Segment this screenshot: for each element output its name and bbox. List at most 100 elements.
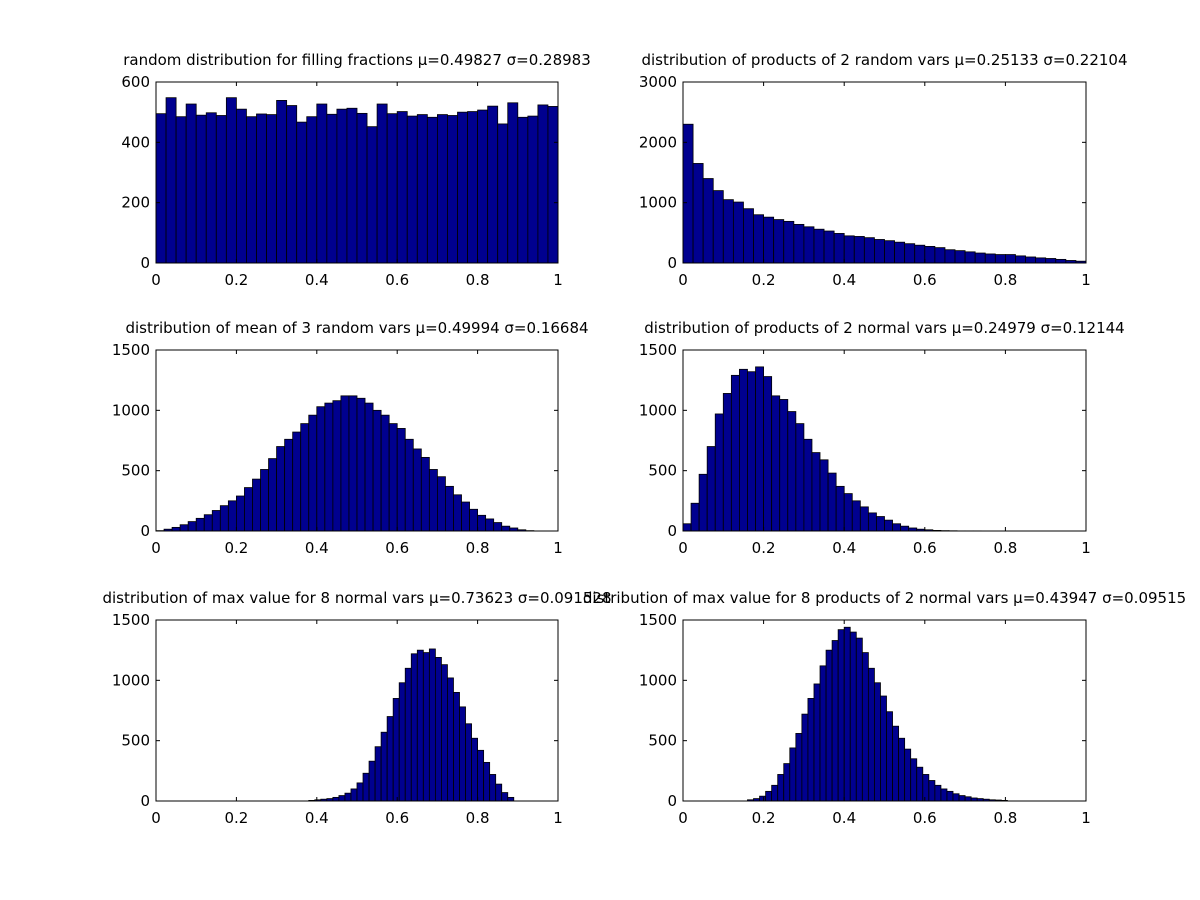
x-tick-label: 0.6 xyxy=(385,539,409,557)
histogram-bar xyxy=(984,253,996,263)
y-tick-label: 1000 xyxy=(112,401,150,419)
histogram-bar xyxy=(175,116,187,263)
histogram-bar xyxy=(396,428,406,531)
histogram-bar xyxy=(471,737,479,801)
histogram-bar xyxy=(374,746,382,801)
y-tick-label: 1500 xyxy=(112,341,150,359)
x-tick-label: 1 xyxy=(553,809,563,827)
histogram-bar xyxy=(777,774,785,801)
y-tick-label: 500 xyxy=(121,462,150,480)
histogram-bar xyxy=(445,485,454,531)
histogram-bar xyxy=(843,626,851,801)
histogram-bar xyxy=(801,713,809,801)
histogram-bar xyxy=(714,413,724,531)
x-tick-label: 0 xyxy=(678,539,688,557)
histogram-bar xyxy=(436,476,446,531)
histogram-bar xyxy=(900,525,910,531)
histogram-bar xyxy=(392,698,400,801)
histogram-bar xyxy=(692,163,704,263)
histogram-bar xyxy=(396,111,408,263)
histogram-bar xyxy=(753,214,765,263)
histogram-bar xyxy=(350,788,358,801)
x-tick-label: 1 xyxy=(1081,539,1091,557)
x-tick-label: 0 xyxy=(678,809,688,827)
histogram-bar xyxy=(316,406,326,531)
histogram-bar xyxy=(260,469,269,531)
histogram-bar xyxy=(537,104,549,263)
x-tick-label: 0.2 xyxy=(752,271,776,289)
x-tick-label: 1 xyxy=(1081,271,1091,289)
histogram-bar xyxy=(256,113,267,263)
histogram-bar xyxy=(461,501,470,531)
histogram-bar xyxy=(426,116,438,263)
histogram-bar xyxy=(356,397,366,531)
histogram-bar xyxy=(495,783,503,801)
histogram-bar xyxy=(501,525,511,531)
histogram-bar xyxy=(892,725,900,801)
histogram-bar xyxy=(467,111,478,263)
histogram-bar xyxy=(380,731,388,801)
histogram-bar xyxy=(922,774,930,801)
chart-title: distribution of products of 2 random var… xyxy=(641,51,1127,69)
histogram-bar xyxy=(366,126,378,263)
histogram-bar xyxy=(225,97,237,263)
histogram-bar xyxy=(422,652,430,801)
histogram-bar xyxy=(292,431,302,531)
x-tick-label: 0.8 xyxy=(993,539,1017,557)
histogram-bar xyxy=(235,495,245,531)
histogram-bar xyxy=(246,116,257,263)
histogram-bar xyxy=(416,649,424,801)
y-tick-label: 200 xyxy=(121,194,150,212)
histogram-bar xyxy=(284,438,294,531)
histogram-bars xyxy=(683,366,982,531)
x-tick-label: 0.6 xyxy=(913,539,937,557)
histogram-bar xyxy=(406,115,418,263)
y-tick-label: 500 xyxy=(121,732,150,750)
histogram-bar xyxy=(884,519,893,531)
subplot-3: 0 0.2 0.4 0.6 0.8 1 0 500 1000 1500 distribution o… xyxy=(112,319,589,557)
histogram-bar xyxy=(793,223,805,263)
histogram-bar xyxy=(1025,256,1037,263)
histogram-bar xyxy=(843,493,853,531)
histogram-bar xyxy=(894,241,906,263)
histogram-bar xyxy=(833,233,845,263)
histogram-bar xyxy=(732,201,744,263)
histogram-bar xyxy=(356,112,368,263)
x-tick-label: 0.4 xyxy=(305,539,329,557)
histogram-bar xyxy=(827,472,837,531)
histogram-bar xyxy=(763,216,775,263)
y-tick-label: 1500 xyxy=(639,341,677,359)
histogram-bar xyxy=(380,414,390,531)
histogram-bar xyxy=(276,100,288,263)
y-tick-label: 0 xyxy=(667,254,677,272)
x-tick-label: 0.4 xyxy=(832,271,856,289)
histogram-bar xyxy=(332,796,340,801)
histogram-bar xyxy=(853,236,865,263)
histogram-bar xyxy=(779,399,789,531)
histogram-bar xyxy=(849,631,857,801)
histogram-bar xyxy=(300,423,310,531)
histogram-bar xyxy=(324,402,334,531)
x-tick-label: 0.8 xyxy=(993,809,1017,827)
histogram-bar xyxy=(420,456,430,531)
histogram-bar xyxy=(974,252,986,263)
histogram-bar xyxy=(1005,254,1016,263)
histogram-bar xyxy=(434,657,442,801)
histogram-bar xyxy=(819,459,829,531)
histogram-bar xyxy=(388,423,398,531)
histogram-bar xyxy=(187,521,197,531)
histogram-bar xyxy=(683,123,694,263)
histogram-bar xyxy=(227,500,237,531)
histogram-bar xyxy=(924,246,936,263)
x-tick-label: 0.2 xyxy=(752,809,776,827)
x-tick-label: 1 xyxy=(553,271,563,289)
y-tick-label: 0 xyxy=(667,522,677,540)
histogram-bar xyxy=(855,637,863,801)
histogram-bar xyxy=(404,667,412,801)
histogram-bar xyxy=(739,368,748,531)
histogram-bar xyxy=(276,446,286,531)
y-tick-label: 1000 xyxy=(639,401,677,419)
x-tick-label: 0.8 xyxy=(993,271,1017,289)
histogram-bar xyxy=(747,371,756,531)
